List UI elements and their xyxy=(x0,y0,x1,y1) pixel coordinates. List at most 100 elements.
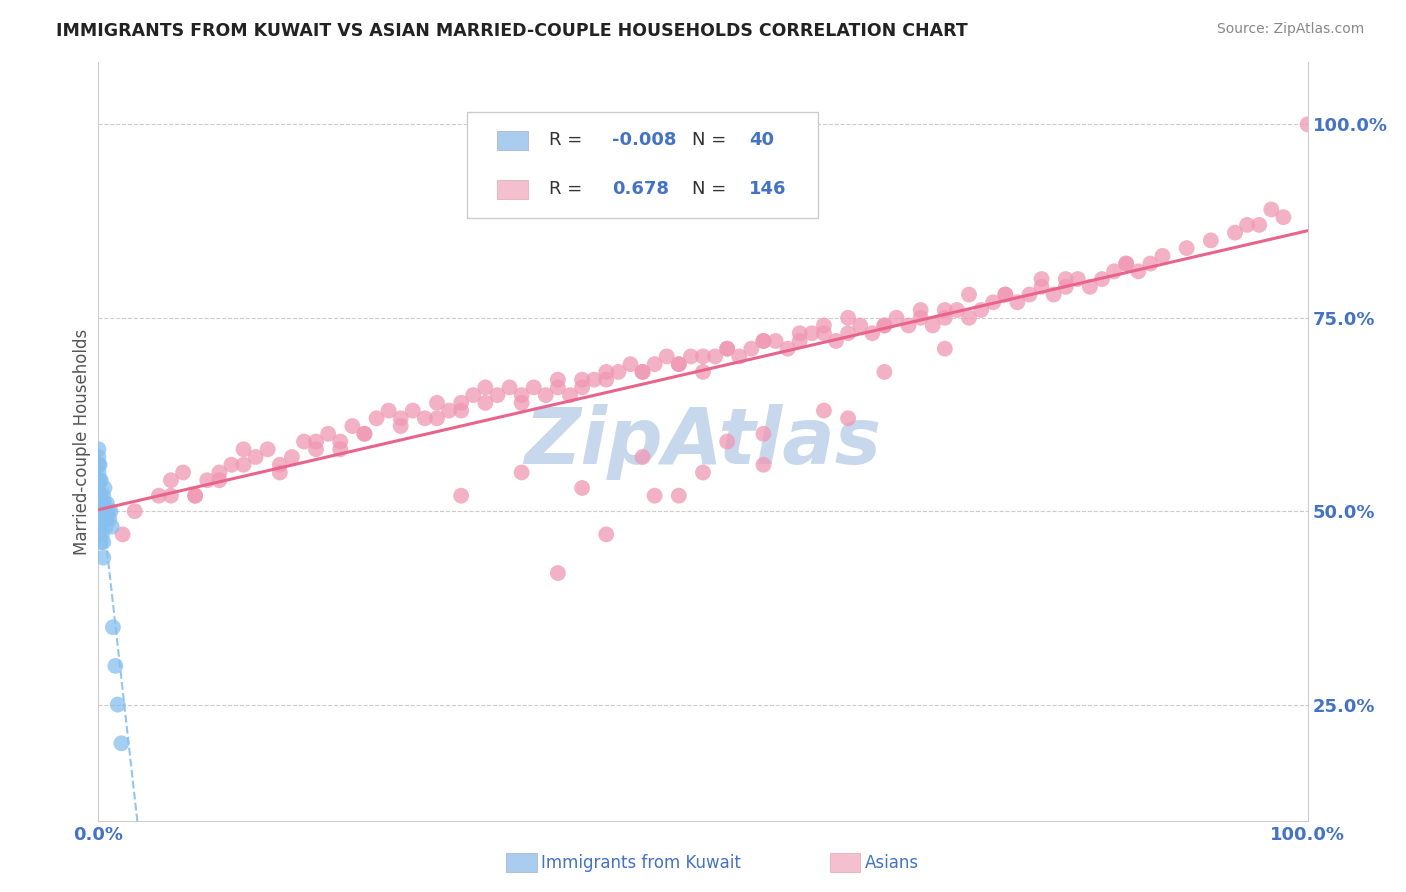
Text: 0.678: 0.678 xyxy=(613,180,669,198)
Point xyxy=(89,473,111,487)
Point xyxy=(1115,257,1137,271)
Point xyxy=(87,466,110,480)
Point xyxy=(813,318,835,333)
Point xyxy=(305,434,328,449)
Text: -0.008: -0.008 xyxy=(613,131,676,149)
Y-axis label: Married-couple Households: Married-couple Households xyxy=(73,328,91,555)
FancyBboxPatch shape xyxy=(498,130,527,150)
Point xyxy=(498,380,520,394)
Point xyxy=(402,403,425,417)
Point xyxy=(523,380,546,394)
Point xyxy=(232,458,254,472)
Point xyxy=(91,550,114,565)
Point xyxy=(437,403,460,417)
Point xyxy=(921,318,943,333)
Point xyxy=(269,458,291,472)
Point xyxy=(208,466,231,480)
Point xyxy=(571,481,593,495)
Point xyxy=(160,489,183,503)
Point xyxy=(583,373,606,387)
Text: 146: 146 xyxy=(749,180,786,198)
Point xyxy=(837,411,859,425)
Point xyxy=(1067,272,1090,286)
Point xyxy=(87,504,110,518)
Point xyxy=(1042,287,1064,301)
Point xyxy=(93,496,115,510)
Point xyxy=(90,473,112,487)
Point xyxy=(101,620,124,634)
Point xyxy=(450,403,472,417)
Point xyxy=(389,419,412,434)
Text: 40: 40 xyxy=(749,131,773,149)
Point xyxy=(595,373,617,387)
Point xyxy=(510,466,533,480)
Point xyxy=(89,519,111,533)
Point xyxy=(111,527,134,541)
Point xyxy=(1152,249,1174,263)
Point xyxy=(1175,241,1198,255)
Point xyxy=(716,342,738,356)
Point xyxy=(89,504,111,518)
Point xyxy=(631,365,654,379)
Point xyxy=(96,496,118,510)
Point xyxy=(90,535,112,549)
Point xyxy=(1199,233,1222,247)
Text: R =: R = xyxy=(550,180,589,198)
Point xyxy=(474,380,496,394)
Point xyxy=(571,380,593,394)
Point xyxy=(91,512,114,526)
Point xyxy=(366,411,388,425)
Point xyxy=(91,496,114,510)
Point xyxy=(644,357,666,371)
Point xyxy=(873,365,896,379)
Text: Asians: Asians xyxy=(865,854,918,871)
Point xyxy=(89,489,111,503)
Point xyxy=(87,473,110,487)
Point xyxy=(486,388,509,402)
Point xyxy=(595,365,617,379)
Point xyxy=(1031,280,1053,294)
Point xyxy=(87,481,110,495)
Point xyxy=(87,496,110,510)
Point xyxy=(934,310,956,325)
Point xyxy=(342,419,364,434)
Point xyxy=(1102,264,1125,278)
Point xyxy=(94,504,117,518)
Point xyxy=(873,318,896,333)
Point xyxy=(510,396,533,410)
Point xyxy=(245,450,267,464)
Text: Immigrants from Kuwait: Immigrants from Kuwait xyxy=(541,854,741,871)
Point xyxy=(957,310,980,325)
Point xyxy=(1139,257,1161,271)
Point xyxy=(353,426,375,441)
Point xyxy=(849,318,872,333)
Point xyxy=(426,396,449,410)
Point xyxy=(631,450,654,464)
Point xyxy=(534,388,557,402)
Point xyxy=(107,698,129,712)
Text: R =: R = xyxy=(550,131,589,149)
Point xyxy=(450,396,472,410)
Point xyxy=(813,326,835,341)
Point xyxy=(1007,295,1029,310)
Point xyxy=(860,326,883,341)
Point xyxy=(87,489,110,503)
Point xyxy=(910,310,932,325)
Point xyxy=(1223,226,1246,240)
Point xyxy=(873,318,896,333)
Point xyxy=(195,473,218,487)
Text: IMMIGRANTS FROM KUWAIT VS ASIAN MARRIED-COUPLE HOUSEHOLDS CORRELATION CHART: IMMIGRANTS FROM KUWAIT VS ASIAN MARRIED-… xyxy=(56,22,967,40)
Point xyxy=(148,489,170,503)
Point xyxy=(463,388,485,402)
Point xyxy=(704,350,727,364)
Point xyxy=(377,403,399,417)
Point xyxy=(124,504,146,518)
Point xyxy=(692,466,714,480)
Point xyxy=(100,504,122,518)
Point xyxy=(426,411,449,425)
Point xyxy=(716,434,738,449)
Point xyxy=(558,388,581,402)
Point xyxy=(547,380,569,394)
Point xyxy=(160,473,183,487)
Point xyxy=(655,350,678,364)
